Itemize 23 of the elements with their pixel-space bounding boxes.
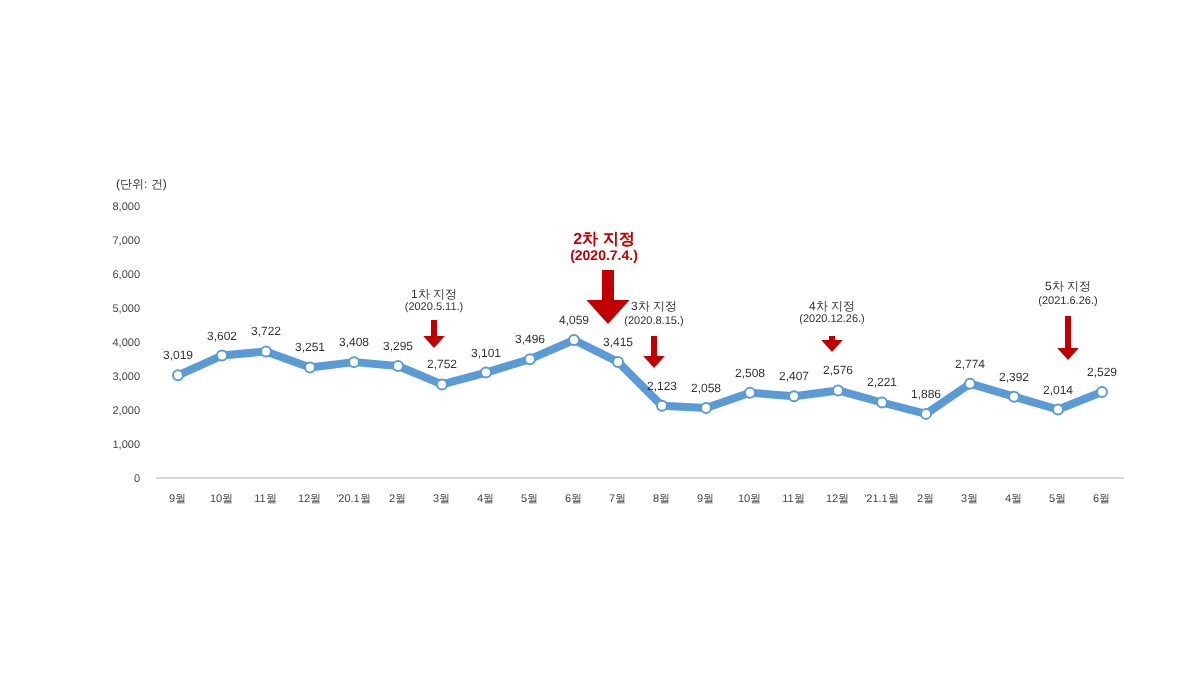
point xyxy=(744,386,756,399)
point xyxy=(480,366,492,379)
annotation: 2차 지정 xyxy=(573,230,635,248)
point xyxy=(788,390,800,403)
point xyxy=(920,407,932,420)
point xyxy=(260,345,272,358)
point xyxy=(1008,390,1020,403)
point xyxy=(964,377,976,390)
point xyxy=(612,355,624,368)
point xyxy=(348,356,360,369)
point xyxy=(392,359,404,372)
point xyxy=(568,333,580,346)
point xyxy=(216,349,228,362)
point xyxy=(656,399,668,412)
point xyxy=(700,402,712,415)
point xyxy=(524,353,536,366)
point xyxy=(876,396,888,409)
point xyxy=(436,378,448,391)
point xyxy=(832,384,844,397)
point xyxy=(1052,403,1064,416)
point xyxy=(172,369,184,382)
point xyxy=(1096,386,1108,399)
point xyxy=(304,361,316,374)
